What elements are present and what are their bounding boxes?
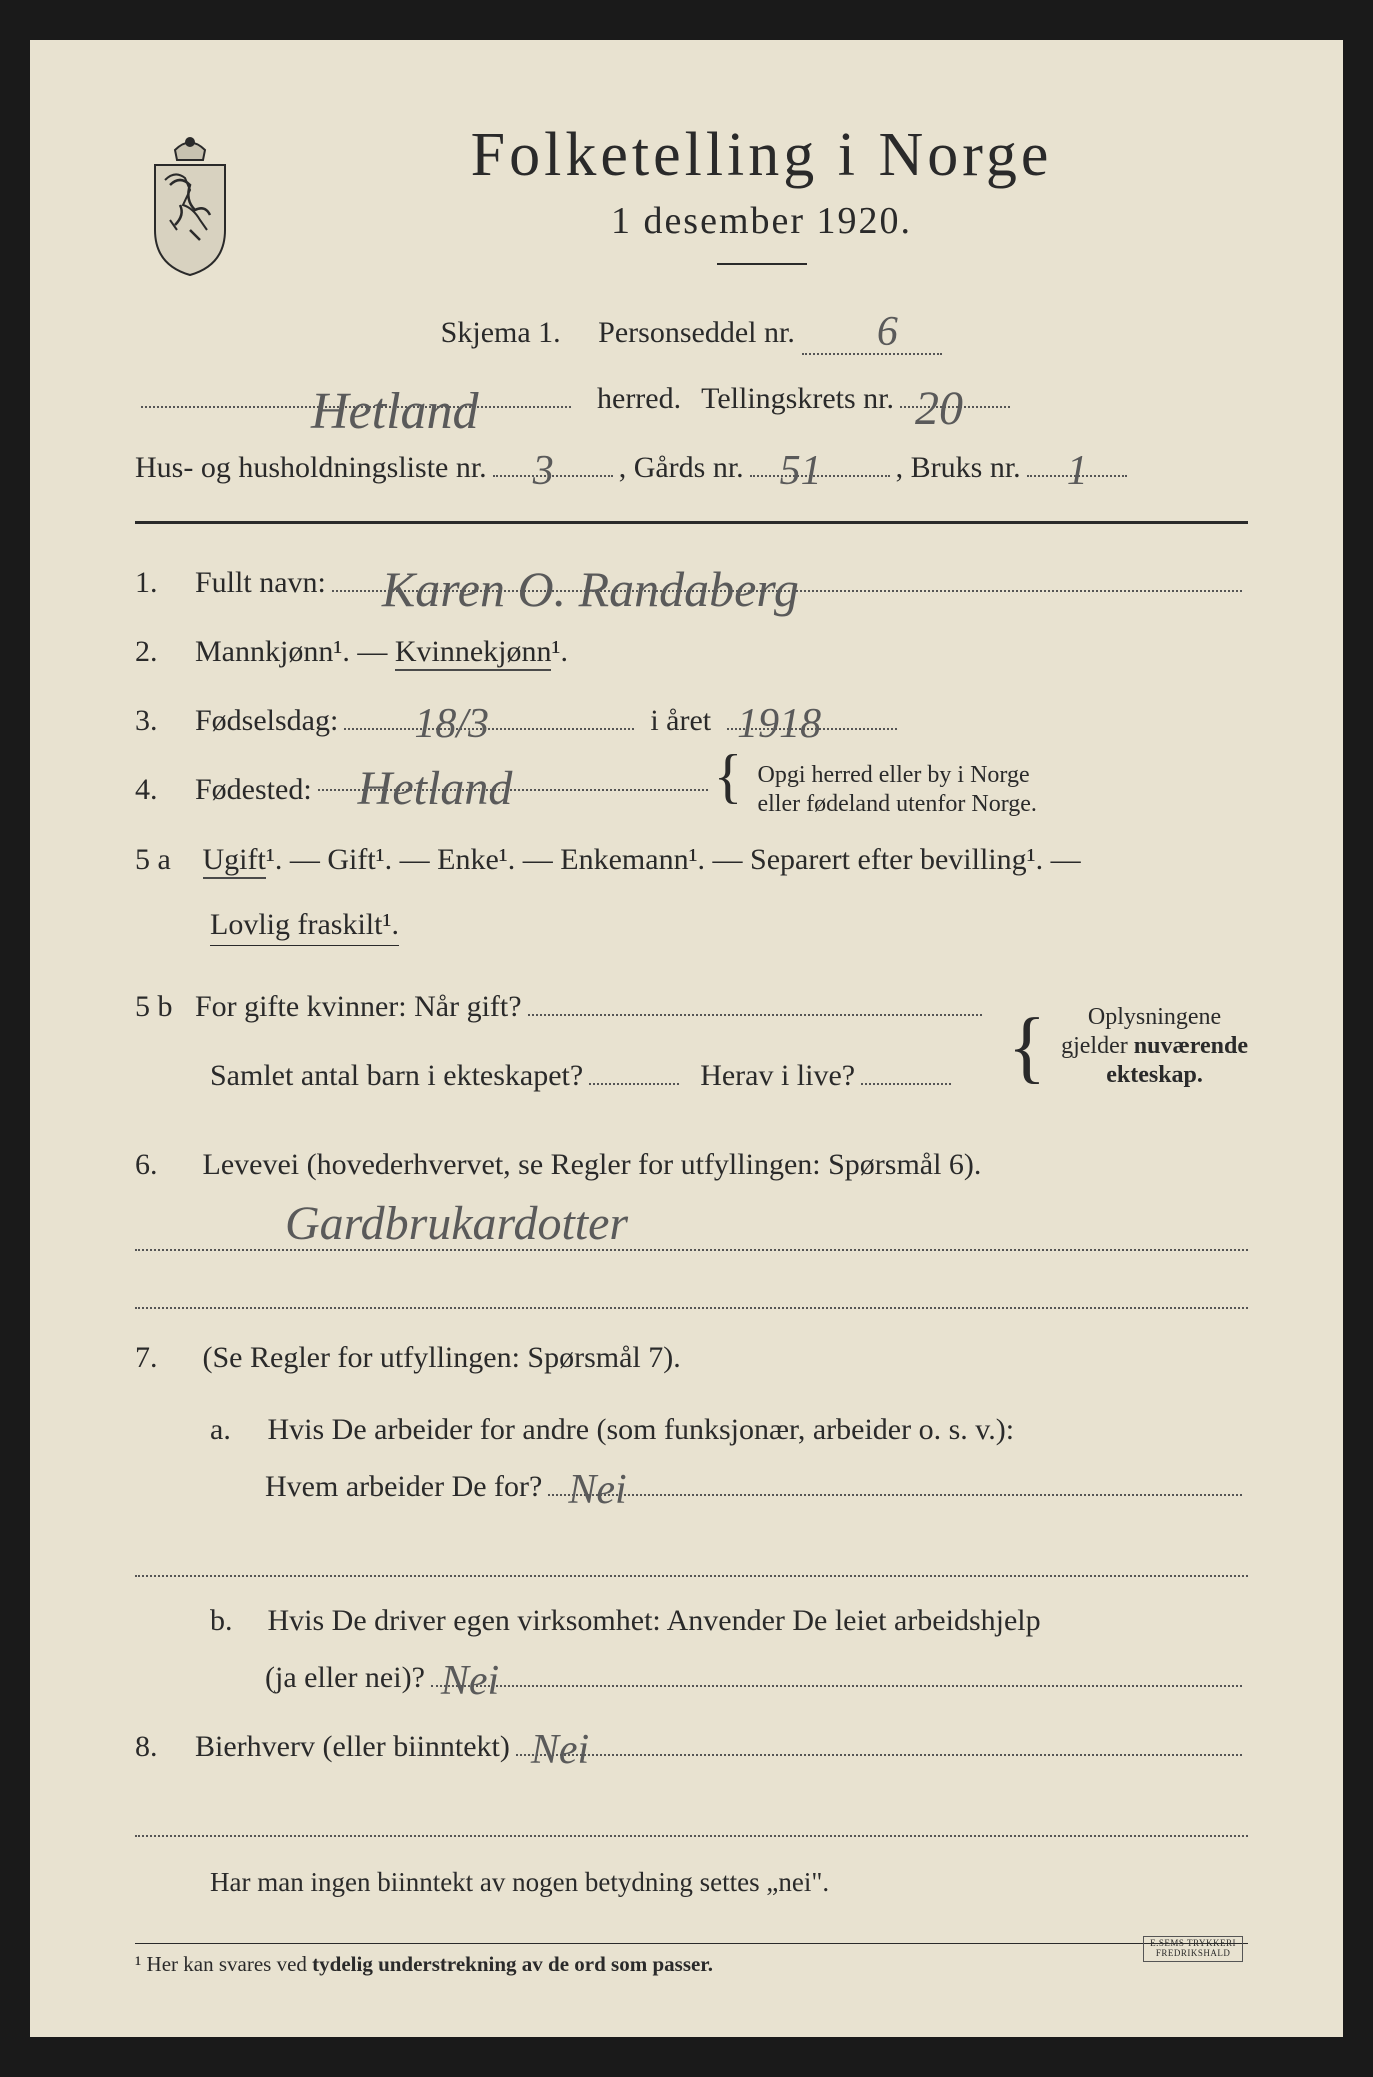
q8-value: Nei [531, 1711, 589, 1791]
q3-label: Fødselsdag: [195, 692, 338, 749]
q5a-row: 5 a Ugift¹. — Gift¹. — Enke¹. — Enkemann… [135, 831, 1248, 888]
q7a-value: Nei [568, 1451, 626, 1531]
q4-label: Fødested: [195, 761, 312, 818]
q6-value: Gardbrukardotter [285, 1196, 628, 1251]
divider-1 [135, 521, 1248, 524]
q7a-num: a. [210, 1401, 260, 1458]
brace-icon: { [714, 761, 743, 791]
q7b-num: b. [210, 1592, 260, 1649]
husliste-label: Hus- og husholdningsliste nr. [135, 439, 487, 496]
q5b-note-block: { Oplysningene gjelder nuværende ekteska… [1008, 1003, 1248, 1089]
q5b-line1a: For gifte kvinner: Når gift? [195, 978, 522, 1035]
q5a-text: Ugift¹. — Gift¹. — Enke¹. — Enkemann¹. —… [203, 843, 1081, 879]
q1-label: Fullt navn: [195, 554, 326, 611]
q5b-row1: 5 b For gifte kvinner: Når gift? [135, 978, 988, 1035]
q7b-value: Nei [441, 1642, 499, 1722]
q7-row: 7. (Se Regler for utfyllingen: Spørsmål … [135, 1329, 1248, 1386]
q5b-block: 5 b For gifte kvinner: Når gift? Samlet … [135, 978, 1248, 1116]
q2-label: Mannkjønn¹. — Kvinnekjønn¹. [195, 623, 568, 680]
gard-value: 51 [780, 432, 822, 512]
q7a-row1: a. Hvis De arbeider for andre (som funks… [135, 1401, 1248, 1458]
q8-num: 8. [135, 1718, 195, 1775]
q7-num: 7. [135, 1329, 195, 1386]
q4-row: 4. Fødested: Hetland { Opgi herred eller… [135, 761, 1248, 819]
main-title: Folketelling i Norge [275, 120, 1248, 191]
q7b-row2: (ja eller nei)? Nei [135, 1649, 1248, 1706]
herred-line: Hetland herred. Tellingskrets nr. 20 [135, 370, 1248, 427]
q5b-line2b: Herav i live? [700, 1047, 855, 1104]
q7b-line2: (ja eller nei)? [265, 1649, 425, 1706]
q1-num: 1. [135, 554, 195, 611]
coat-of-arms-icon [135, 130, 245, 280]
census-form-page: Folketelling i Norge 1 desember 1920. Sk… [30, 40, 1343, 2037]
brace-icon-2: { [1008, 1027, 1046, 1067]
q8-row: 8. Bierhverv (eller biinntekt) Nei [135, 1718, 1248, 1775]
q4-value: Hetland [358, 743, 513, 834]
personseddel-value: 6 [877, 308, 898, 356]
bruk-label: , Bruks nr. [896, 439, 1021, 496]
title-divider [717, 263, 807, 265]
q7-label: (Se Regler for utfyllingen: Spørsmål 7). [203, 1341, 681, 1374]
q6-fill: Gardbrukardotter [135, 1201, 1248, 1251]
subtitle: 1 desember 1920. [275, 199, 1248, 243]
footnote: ¹ Her kan svares ved tydelig understrekn… [135, 1943, 1248, 1977]
q2-row: 2. Mannkjønn¹. — Kvinnekjønn¹. [135, 623, 1248, 680]
q7b-row1: b. Hvis De driver egen virksomhet: Anven… [135, 1592, 1248, 1649]
q7a-line1: Hvis De arbeider for andre (som funksjon… [268, 1413, 1015, 1446]
q3-year: 1918 [737, 685, 821, 765]
q5b-note: Oplysningene gjelder nuværende ekteskap. [1061, 1003, 1248, 1089]
q5a-num: 5 a [135, 831, 195, 888]
q7a-fill [135, 1527, 1248, 1577]
q3-num: 3. [135, 692, 195, 749]
husliste-line: Hus- og husholdningsliste nr. 3 , Gårds … [135, 439, 1248, 496]
q4-note2: eller fødeland utenfor Norge. [757, 791, 1036, 817]
krets-label: Tellingskrets nr. [701, 370, 894, 427]
q7a-row2: Hvem arbeider De for? Nei [135, 1458, 1248, 1515]
q5a-text2: Lovlig fraskilt¹. [210, 908, 399, 946]
q6-fill2 [135, 1259, 1248, 1309]
q1-row: 1. Fullt navn: Karen O. Randaberg [135, 554, 1248, 611]
q3-row: 3. Fødselsdag: 18/3 i året 1918 [135, 692, 1248, 749]
q7b-line1: Hvis De driver egen virksomhet: Anvender… [268, 1604, 1041, 1637]
q5b-note1: Oplysningene [1088, 1004, 1221, 1030]
q4-num: 4. [135, 761, 195, 818]
husliste-value: 3 [533, 432, 554, 512]
q5b-num: 5 b [135, 978, 195, 1035]
q5b-line2a: Samlet antal barn i ekteskapet? [210, 1047, 583, 1104]
q6-num: 6. [135, 1136, 195, 1193]
q4-note: Opgi herred eller by i Norge eller fødel… [757, 761, 1036, 819]
title-block: Folketelling i Norge 1 desember 1920. [275, 120, 1248, 295]
q3-mid: i året [650, 692, 711, 749]
q2-num: 2. [135, 623, 195, 680]
q8-label: Bierhverv (eller biinntekt) [195, 1718, 510, 1775]
q5b-note2: gjelder nuværende [1061, 1033, 1248, 1059]
q5a-row2: Lovlig fraskilt¹. [135, 896, 1248, 953]
q7a-line2: Hvem arbeider De for? [265, 1458, 542, 1515]
skjema-label: Skjema 1. [441, 316, 561, 349]
stamp-line1: E.SEMS TRYKKERI [1150, 1938, 1236, 1948]
stamp-line2: FREDRIKSHALD [1156, 1948, 1231, 1958]
q6-label: Levevei (hovederhvervet, se Regler for u… [203, 1148, 982, 1181]
gard-label: , Gårds nr. [619, 439, 744, 496]
q8-fill [135, 1787, 1248, 1837]
q6-row: 6. Levevei (hovederhvervet, se Regler fo… [135, 1136, 1248, 1193]
q5b-row2: Samlet antal barn i ekteskapet? Herav i … [135, 1047, 988, 1104]
herred-label: herred. [597, 370, 681, 427]
skjema-line: Skjema 1. Personseddel nr. 6 [135, 305, 1248, 355]
bottom-note: Har man ingen biinntekt av nogen betydni… [135, 1857, 1248, 1908]
printer-stamp: E.SEMS TRYKKERI FREDRIKSHALD [1143, 1936, 1243, 1962]
q4-note1: Opgi herred eller by i Norge [757, 762, 1029, 788]
header: Folketelling i Norge 1 desember 1920. [135, 120, 1248, 295]
bruk-value: 1 [1067, 432, 1088, 512]
personseddel-label: Personseddel nr. [598, 316, 795, 349]
q5b-note3: ekteskap. [1106, 1062, 1203, 1088]
